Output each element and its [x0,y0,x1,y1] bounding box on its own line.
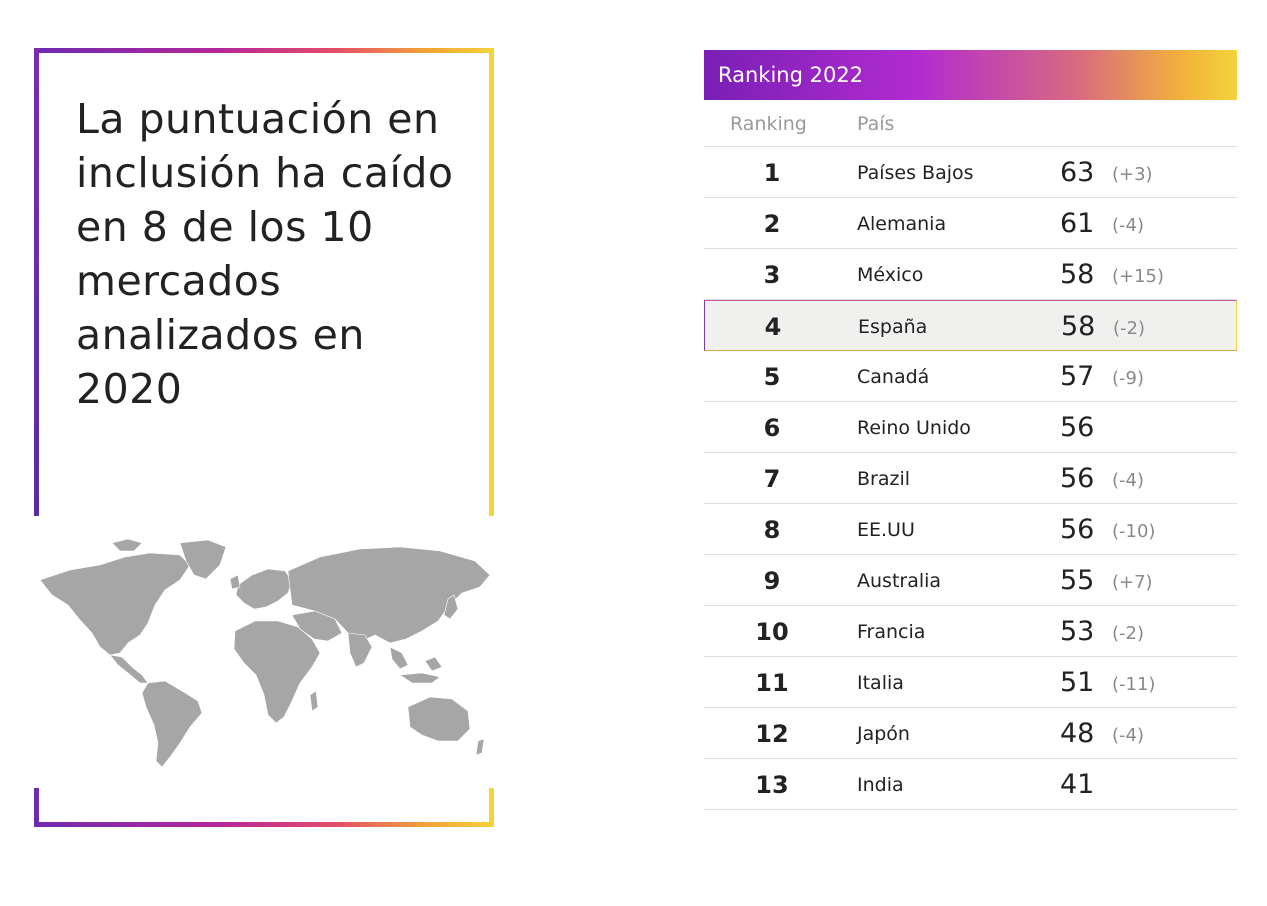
row-country: Australia [857,570,942,592]
row-score: 51 [1060,667,1095,698]
row-score: 55 [1060,565,1095,596]
row-country: Países Bajos [857,162,974,184]
row-rank: 3 [763,261,781,289]
table-row: 3 México 58 (+15) [704,249,1237,300]
row-score: 56 [1060,514,1095,545]
row-country: México [857,264,924,286]
row-change: (-2) [1113,318,1145,339]
frame-left-border [34,48,39,516]
frame-bottom-border [34,822,494,827]
row-change: (+15) [1112,266,1165,287]
row-country: Reino Unido [857,417,971,439]
row-score: 53 [1060,616,1095,647]
table-title: Ranking 2022 [704,50,1237,100]
table-row: 5 Canadá 57 (-9) [704,351,1237,402]
row-country: Alemania [857,213,947,235]
row-country: EE.UU [857,519,915,541]
row-rank: 4 [764,313,782,341]
table-row: 9 Australia 55 (+7) [704,555,1237,606]
table-row: 6 Reino Unido 56 [704,402,1237,453]
row-rank: 10 [755,618,789,646]
table-row: 2 Alemania 61 (-4) [704,198,1237,249]
row-score: 48 [1060,718,1095,749]
row-country: Japón [857,723,910,745]
frame-left-border-bottom [34,788,39,827]
row-change: (-2) [1112,623,1144,644]
row-rank: 12 [755,720,789,748]
row-change: (-4) [1112,725,1144,746]
table-row: 8 EE.UU 56 (-10) [704,504,1237,555]
row-rank: 13 [755,771,789,799]
row-change: (+3) [1112,164,1153,185]
row-rank: 8 [763,516,781,544]
world-map-icon [39,538,491,768]
table-row: 13 India 41 [704,759,1237,810]
row-country: Canadá [857,366,930,388]
row-change: (-10) [1112,521,1156,542]
table-row: 12 Japón 48 (-4) [704,708,1237,759]
table-row: 11 Italia 51 (-11) [704,657,1237,708]
row-rank: 7 [763,465,781,493]
table-row: 7 Brazil 56 (-4) [704,453,1237,504]
headline-text: La puntuación en inclusión ha caído en 8… [76,95,454,413]
column-header-country: País [857,113,895,135]
table-row-highlighted: 4 España 58 (-2) [704,300,1237,351]
table-row: 1 Países Bajos 63 (+3) [704,147,1237,198]
row-score: 58 [1060,259,1095,290]
row-country: España [858,316,928,338]
row-rank: 5 [763,363,781,391]
row-change: (-11) [1112,674,1156,695]
row-score: 41 [1060,769,1095,800]
row-country: India [857,774,904,796]
frame-top-border [34,48,494,53]
row-score: 61 [1060,208,1095,239]
column-headers: Ranking País [704,100,1237,147]
frame-right-border [489,48,494,516]
row-change: (+7) [1112,572,1153,593]
row-change: (-9) [1112,368,1144,389]
row-change: (-4) [1112,470,1144,491]
row-score: 56 [1060,412,1095,443]
row-change: (-4) [1112,215,1144,236]
row-country: Italia [857,672,904,694]
row-rank: 2 [763,210,781,238]
row-rank: 1 [763,159,781,187]
row-score: 63 [1060,157,1095,188]
column-header-ranking: Ranking [730,113,807,135]
row-score: 57 [1060,361,1095,392]
row-rank: 9 [763,567,781,595]
table-row: 10 Francia 53 (-2) [704,606,1237,657]
row-country: Francia [857,621,926,643]
ranking-table: Ranking 2022 Ranking País 1 Países Bajos… [704,50,1237,810]
frame-right-border-bottom [489,788,494,827]
row-rank: 11 [755,669,789,697]
row-country: Brazil [857,468,911,490]
row-score: 56 [1060,463,1095,494]
row-score: 58 [1061,311,1096,342]
row-rank: 6 [763,414,781,442]
